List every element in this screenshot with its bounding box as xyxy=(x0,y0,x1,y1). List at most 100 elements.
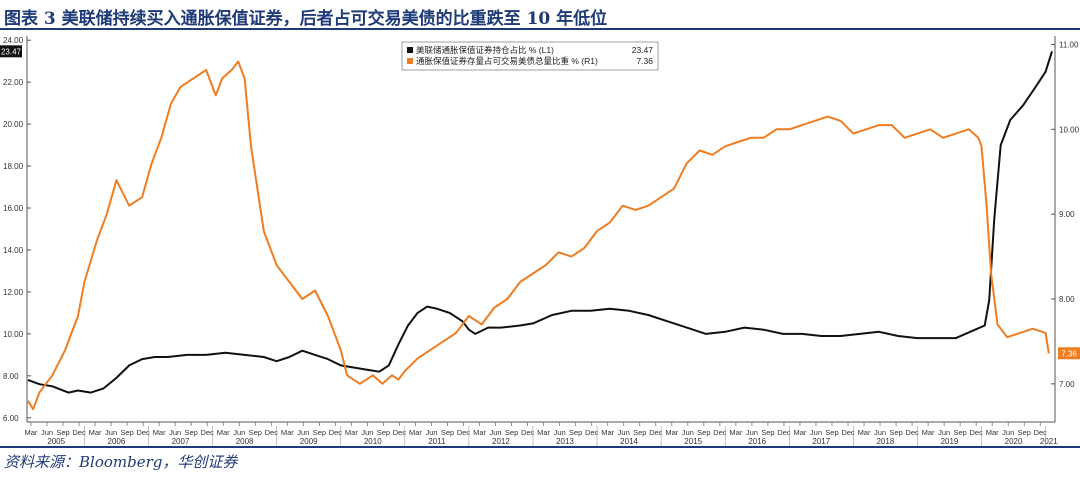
x-month-label: Jun xyxy=(618,428,630,437)
x-month-label: Jun xyxy=(1002,428,1014,437)
x-year-label: 2019 xyxy=(941,437,959,446)
x-month-label: Sep xyxy=(953,428,966,437)
right-tick-label: 9.00 xyxy=(1059,210,1075,219)
x-month-label: Sep xyxy=(505,428,518,437)
x-month-label: Sep xyxy=(825,428,838,437)
x-month-label: Dec xyxy=(201,428,215,437)
x-month-label: Sep xyxy=(761,428,774,437)
chart-legend: 美联储通胀保值证券持仓占比 % (L1) 23.47 通胀保值证券存量占可交易美债总… xyxy=(401,41,659,71)
x-month-label: Jun xyxy=(233,428,245,437)
left-tick-label: 22.00 xyxy=(3,78,24,87)
right-tick-label: 11.00 xyxy=(1059,40,1079,49)
x-month-label: Sep xyxy=(56,428,69,437)
x-month-label: Jun xyxy=(938,428,950,437)
x-month-label: Mar xyxy=(986,428,999,437)
x-year-label: 2010 xyxy=(364,437,382,446)
x-month-label: Sep xyxy=(120,428,133,437)
x-month-label: Jun xyxy=(297,428,309,437)
x-month-label: Mar xyxy=(793,428,806,437)
source-divider xyxy=(0,446,1080,448)
left-tick-label: 20.00 xyxy=(3,120,24,129)
series-line-2 xyxy=(27,60,1050,411)
line-chart: 6.00 8.00 10.00 12.00 14.00 16.00 18.00 20.00 22… xyxy=(0,36,1080,446)
x-year-label: 2014 xyxy=(620,437,638,446)
x-month-label: Jun xyxy=(810,428,822,437)
x-year-label: 2013 xyxy=(556,437,574,446)
title-divider xyxy=(0,28,1080,30)
right-y-axis: 7.00 8.00 9.00 10.00 11.00 xyxy=(1051,40,1080,389)
x-month-label: Dec xyxy=(585,428,599,437)
x-month-label: Mar xyxy=(473,428,486,437)
left-y-axis: 6.00 8.00 10.00 12.00 14.00 16.00 18.00 20.00 22… xyxy=(3,36,31,423)
left-tick-label: 10.00 xyxy=(3,330,24,339)
legend-value-2: 7.36 xyxy=(636,56,653,66)
x-year-label: 2012 xyxy=(492,437,510,446)
legend-label-1: 美联储通胀保值证券持仓占比 % (L1) xyxy=(416,45,554,55)
x-month-label: Sep xyxy=(249,428,262,437)
right-tick-label: 8.00 xyxy=(1059,295,1075,304)
x-month-label: Dec xyxy=(136,428,150,437)
x-month-label: Jun xyxy=(425,428,437,437)
left-tick-label: 16.00 xyxy=(3,204,24,213)
x-month-label: Mar xyxy=(665,428,678,437)
x-month-label: Jun xyxy=(169,428,181,437)
x-month-label: Dec xyxy=(649,428,663,437)
x-month-label: Jun xyxy=(554,428,566,437)
x-month-label: Jun xyxy=(682,428,694,437)
end-value-label-1: 23.47 xyxy=(1,47,22,56)
x-month-label: Sep xyxy=(313,428,326,437)
series-line-1 xyxy=(27,51,1053,394)
end-value-badge-2 xyxy=(1058,347,1080,360)
x-month-label: Mar xyxy=(25,428,38,437)
x-month-label: Mar xyxy=(922,428,935,437)
figure-title: 图表 3 美联储持续买入通胀保值证券，后者占可交易美债的比重跌至 10 年低位 xyxy=(4,9,608,29)
x-year-label: 2006 xyxy=(108,437,126,446)
x-month-label: Dec xyxy=(265,428,279,437)
x-month-label: Dec xyxy=(329,428,343,437)
legend-value-1: 23.47 xyxy=(632,45,654,55)
x-month-label: Dec xyxy=(777,428,791,437)
legend-box xyxy=(401,41,659,71)
x-month-label: Mar xyxy=(153,428,166,437)
x-month-label: Sep xyxy=(441,428,454,437)
x-month-label: Dec xyxy=(1034,428,1048,437)
x-month-label: Dec xyxy=(713,428,727,437)
x-month-label: Dec xyxy=(970,428,984,437)
x-month-label: Dec xyxy=(393,428,407,437)
x-month-label: Mar xyxy=(281,428,294,437)
left-tick-label: 12.00 xyxy=(3,288,24,297)
legend-swatch-1 xyxy=(407,47,413,53)
x-month-label: Dec xyxy=(905,428,919,437)
x-month-label: Mar xyxy=(858,428,871,437)
end-value-labels: 23.477.36 xyxy=(0,45,1080,360)
x-year-label: 2009 xyxy=(300,437,318,446)
x-year-label: 2011 xyxy=(428,437,446,446)
x-month-label: Jun xyxy=(490,428,502,437)
x-month-label: Dec xyxy=(841,428,855,437)
x-month-label: Sep xyxy=(889,428,902,437)
x-month-label: Mar xyxy=(89,428,102,437)
x-month-label: Mar xyxy=(345,428,358,437)
x-month-label: Sep xyxy=(569,428,582,437)
source-note: 资料来源：Bloomberg，华创证券 xyxy=(4,453,238,471)
x-month-label: Sep xyxy=(1018,428,1031,437)
x-year-label: 2008 xyxy=(236,437,254,446)
x-month-label: Mar xyxy=(409,428,422,437)
legend-swatch-2 xyxy=(407,58,413,64)
x-month-label: Jun xyxy=(361,428,373,437)
left-tick-label: 18.00 xyxy=(3,162,24,171)
left-tick-label: 8.00 xyxy=(3,372,19,381)
x-month-label: Jun xyxy=(105,428,117,437)
x-month-label: Mar xyxy=(601,428,614,437)
x-month-label: Dec xyxy=(521,428,535,437)
x-year-label: 2005 xyxy=(47,437,65,446)
x-year-label: 2015 xyxy=(684,437,702,446)
x-month-label: Jun xyxy=(41,428,53,437)
left-tick-label: 24.00 xyxy=(3,36,24,45)
right-tick-label: 10.00 xyxy=(1059,125,1080,134)
x-year-label: 2017 xyxy=(812,437,830,446)
x-month-label: Sep xyxy=(185,428,198,437)
x-month-label: Dec xyxy=(457,428,471,437)
x-year-label: 2016 xyxy=(748,437,766,446)
